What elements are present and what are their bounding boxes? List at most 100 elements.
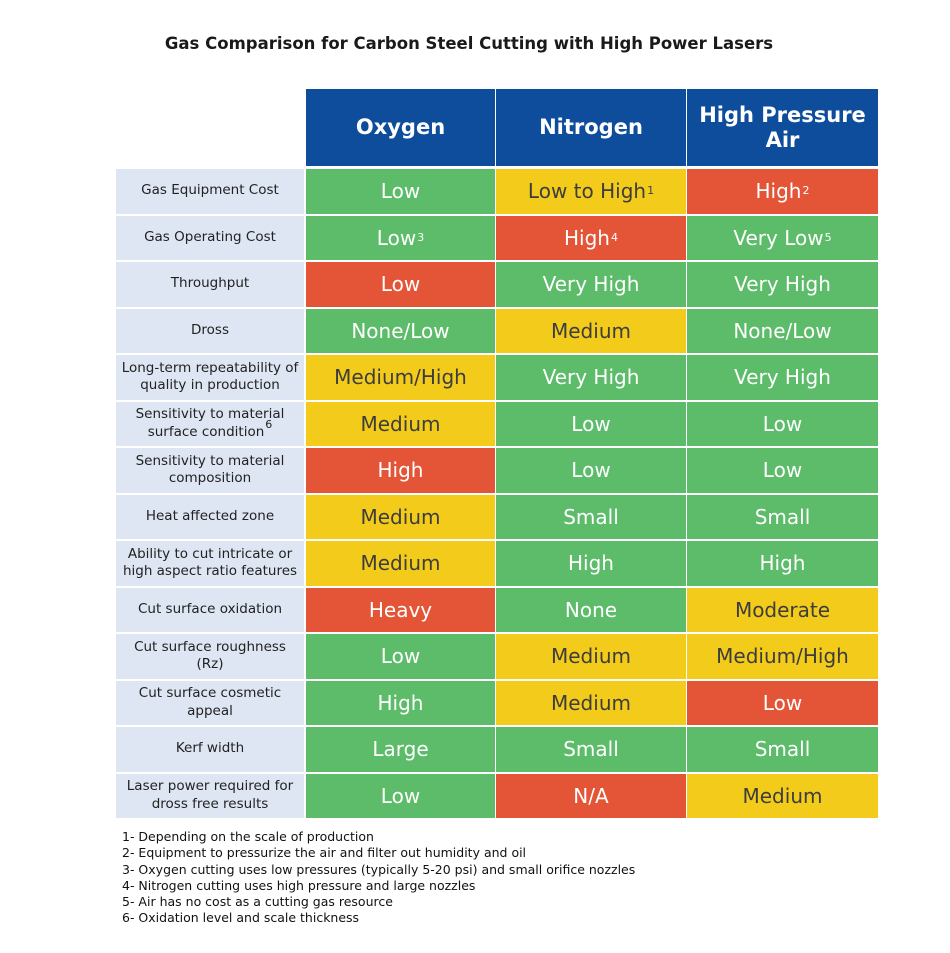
rating-cell-nitrogen: None: [496, 587, 686, 632]
rating-text: None/Low: [351, 318, 450, 343]
row-label-text: Sensitivity to material surface conditio…: [135, 406, 285, 440]
rating-text: Low: [762, 458, 803, 483]
rating-cell-oxygen: Low: [306, 634, 495, 679]
rating-text: Low: [762, 690, 803, 715]
rating-text: High: [568, 551, 614, 576]
rating-cell-oxygen: High: [306, 448, 495, 493]
rating-text: Medium: [360, 411, 441, 436]
rating-text: Low: [380, 272, 421, 297]
rating-cell-high-pressure-air: Very High: [687, 262, 878, 307]
rating-cell-high-pressure-air: Small: [687, 494, 878, 539]
rating-cell-oxygen: Medium: [306, 541, 495, 586]
rating-cell-nitrogen: N/A: [496, 773, 686, 818]
row-label: Sensitivity to material surface conditio…: [116, 401, 304, 446]
row-label: Heat affected zone: [116, 494, 304, 539]
rating-text: Very High: [734, 365, 831, 390]
rating-cell-oxygen: Heavy: [306, 587, 495, 632]
rating-cell-high-pressure-air: Moderate: [687, 587, 878, 632]
chart-title: Gas Comparison for Carbon Steel Cutting …: [164, 34, 774, 53]
column-header-oxygen: Oxygen: [306, 89, 495, 166]
rating-cell-nitrogen: Medium: [496, 308, 686, 353]
rating-cell-nitrogen: Small: [496, 727, 686, 772]
rating-text: N/A: [573, 783, 609, 808]
rating-cell-high-pressure-air: Very High: [687, 355, 878, 400]
row-label-text: Long-term repeatability of quality in pr…: [121, 359, 299, 394]
rating-cell-oxygen: Low: [306, 262, 495, 307]
rating-cell-high-pressure-air: Small: [687, 727, 878, 772]
column-header-nitrogen: Nitrogen: [496, 89, 686, 166]
footnote: 6- Oxidation level and scale thickness: [122, 910, 360, 926]
rating-cell-nitrogen: Low: [496, 401, 686, 446]
row-label-text: Dross: [191, 321, 229, 338]
rating-text: None: [564, 597, 618, 622]
rating-cell-high-pressure-air: Low: [687, 401, 878, 446]
rating-text: Large: [372, 737, 429, 762]
rating-text: None/Low: [733, 318, 832, 343]
rating-cell-high-pressure-air: Medium/High: [687, 634, 878, 679]
row-label: Laser power required for dross free resu…: [116, 773, 304, 818]
footnote: 4- Nitrogen cutting uses high pressure a…: [122, 877, 476, 893]
rating-text: Small: [563, 737, 619, 762]
rating-text: Low: [762, 411, 803, 436]
row-label: Long-term repeatability of quality in pr…: [116, 355, 304, 400]
rating-text: Small: [563, 504, 619, 529]
rating-text: Heavy: [368, 597, 433, 622]
rating-text: Medium: [551, 644, 631, 669]
row-label-text: Cut surface cosmetic appeal: [138, 685, 282, 719]
rating-text: High: [377, 690, 424, 715]
rating-cell-nitrogen: Low to High 1: [496, 169, 686, 214]
rating-text: Medium: [551, 690, 631, 715]
row-label: Sensitivity to material composition: [116, 448, 304, 493]
rating-text: Very High: [734, 272, 831, 297]
rating-text: Low to High: [527, 179, 647, 204]
row-label-text: Sensitivity to material composition: [135, 452, 285, 487]
rating-cell-oxygen: Low: [306, 169, 495, 214]
footnote: 5- Air has no cost as a cutting gas reso…: [122, 894, 393, 910]
rating-text: Medium: [360, 551, 441, 576]
row-label-text: Ability to cut intricate or high aspect …: [122, 545, 298, 580]
rating-cell-oxygen: Medium/High: [306, 355, 495, 400]
rating-cell-oxygen: Medium: [306, 401, 495, 446]
row-label-text: Kerf width: [175, 740, 245, 757]
row-label-text: Gas Operating Cost: [144, 228, 276, 245]
rating-cell-high-pressure-air: High 2: [687, 169, 878, 214]
rating-cell-nitrogen: Very High: [496, 262, 686, 307]
footnote: 3- Oxygen cutting uses low pressures (ty…: [122, 861, 636, 877]
row-label-text: Heat affected zone: [145, 507, 275, 524]
row-label: Kerf width: [116, 727, 304, 772]
row-label-text: Throughput: [170, 275, 250, 292]
rating-cell-nitrogen: Very High: [496, 355, 686, 400]
row-label: Cut surface oxidation: [116, 587, 304, 632]
rating-text: Medium: [360, 504, 441, 529]
rating-text: Very High: [542, 272, 640, 297]
rating-cell-nitrogen: High: [496, 541, 686, 586]
rating-text: Medium: [551, 318, 631, 343]
rating-cell-high-pressure-air: None/Low: [687, 308, 878, 353]
footnote-marker: 6: [265, 417, 273, 431]
rating-cell-oxygen: High: [306, 680, 495, 725]
row-label: Ability to cut intricate or high aspect …: [116, 541, 304, 586]
rating-text: Medium/High: [716, 644, 849, 669]
rating-cell-oxygen: Medium: [306, 494, 495, 539]
row-label: Cut surface roughness (Rz): [116, 634, 304, 679]
row-label: Gas Equipment Cost: [116, 169, 304, 214]
rating-text: High: [759, 551, 806, 576]
footnote: 1- Depending on the scale of production: [122, 829, 374, 844]
rating-text: Very Low: [733, 225, 824, 250]
rating-text: Moderate: [734, 597, 831, 622]
row-label-text: Laser power required for dross free resu…: [126, 778, 294, 812]
row-label: Gas Operating Cost: [116, 215, 304, 260]
rating-text: Low: [571, 458, 611, 483]
rating-text: High: [564, 225, 610, 250]
rating-cell-high-pressure-air: Low: [687, 448, 878, 493]
row-label: Cut surface cosmetic appeal: [116, 680, 304, 725]
rating-cell-high-pressure-air: Medium: [687, 773, 878, 818]
rating-cell-high-pressure-air: High: [687, 541, 878, 586]
rating-text: Medium/High: [334, 365, 467, 390]
row-label: Dross: [116, 308, 304, 353]
rating-cell-nitrogen: Low: [496, 448, 686, 493]
footnotes: 1- Depending on the scale of production 2…: [122, 829, 635, 927]
rating-text: High: [755, 179, 802, 204]
rating-text: Low: [571, 411, 611, 436]
row-label-text: Cut surface oxidation: [137, 600, 283, 617]
